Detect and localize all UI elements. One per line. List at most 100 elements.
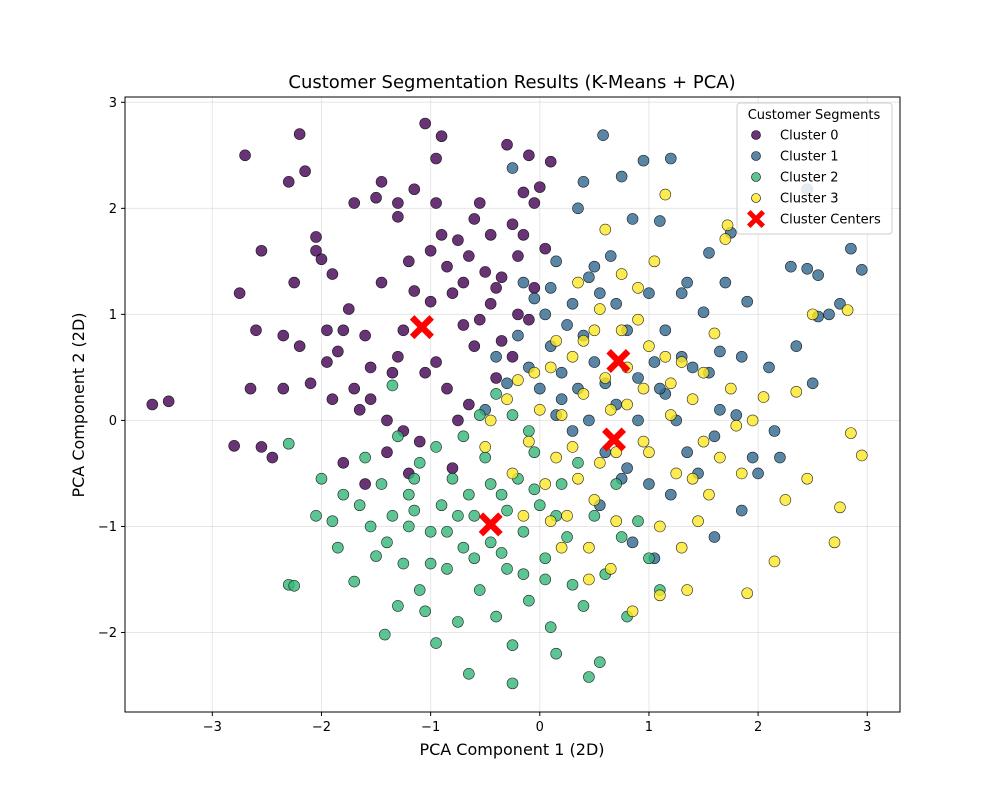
data-point bbox=[533, 382, 546, 395]
data-point bbox=[752, 467, 764, 480]
data-point bbox=[446, 462, 459, 474]
data-point bbox=[463, 398, 475, 411]
data-point bbox=[790, 385, 803, 398]
data-point bbox=[381, 446, 393, 459]
data-point bbox=[812, 269, 824, 281]
data-point bbox=[643, 446, 655, 459]
data-point bbox=[741, 295, 753, 308]
data-point bbox=[452, 414, 464, 427]
x-tick-label: 3 bbox=[863, 720, 871, 735]
data-point bbox=[610, 446, 622, 459]
data-point bbox=[572, 276, 584, 289]
data-point bbox=[337, 457, 350, 469]
data-point bbox=[397, 324, 410, 337]
data-point bbox=[626, 536, 639, 549]
data-point bbox=[457, 319, 470, 331]
data-point bbox=[719, 233, 732, 245]
data-point bbox=[721, 219, 734, 232]
data-point bbox=[708, 430, 721, 443]
data-point bbox=[370, 191, 382, 204]
data-point bbox=[457, 430, 470, 443]
data-point bbox=[681, 446, 693, 459]
data-point bbox=[484, 414, 497, 427]
y-tick-label: 1 bbox=[109, 308, 117, 323]
data-point bbox=[550, 255, 562, 268]
data-point bbox=[315, 472, 328, 485]
data-point bbox=[664, 488, 677, 501]
data-point bbox=[577, 176, 590, 188]
data-point bbox=[539, 242, 552, 255]
data-point bbox=[435, 499, 448, 512]
data-point bbox=[610, 478, 622, 490]
data-point bbox=[473, 313, 486, 326]
data-point bbox=[359, 451, 371, 464]
data-point bbox=[506, 218, 519, 231]
cluster-center-marker bbox=[478, 512, 503, 537]
data-point bbox=[310, 510, 322, 522]
y-tick-label: 0 bbox=[109, 414, 117, 429]
data-point bbox=[594, 457, 606, 469]
data-point bbox=[523, 425, 535, 437]
legend-box bbox=[736, 102, 893, 235]
data-point bbox=[517, 568, 530, 580]
data-point bbox=[572, 202, 584, 215]
data-point bbox=[528, 483, 541, 496]
data-point bbox=[632, 372, 644, 384]
data-point bbox=[337, 324, 350, 337]
data-point bbox=[670, 467, 683, 480]
data-point bbox=[490, 388, 502, 400]
data-point bbox=[146, 398, 159, 411]
legend-label: Cluster 1 bbox=[780, 150, 839, 165]
data-point bbox=[255, 244, 268, 257]
data-point bbox=[659, 324, 672, 337]
data-point bbox=[823, 308, 835, 321]
data-point bbox=[430, 197, 442, 209]
data-point bbox=[364, 361, 377, 374]
data-point bbox=[288, 580, 300, 592]
data-point bbox=[566, 425, 579, 437]
data-point bbox=[725, 382, 737, 395]
data-point bbox=[697, 306, 710, 319]
data-point bbox=[528, 197, 541, 209]
data-point bbox=[566, 441, 579, 453]
data-point bbox=[441, 525, 453, 538]
legend-title: Customer Segments bbox=[748, 108, 881, 123]
data-point bbox=[506, 639, 519, 651]
data-point bbox=[855, 264, 868, 276]
legend-marker bbox=[751, 172, 761, 182]
data-point bbox=[626, 213, 639, 225]
data-point bbox=[392, 430, 404, 443]
legend-marker bbox=[751, 151, 761, 161]
data-point bbox=[468, 552, 481, 565]
data-point bbox=[626, 605, 639, 618]
data-point bbox=[392, 211, 404, 223]
data-point bbox=[643, 287, 655, 299]
x-tick-label: 0 bbox=[536, 720, 544, 735]
data-point bbox=[539, 478, 552, 490]
data-point bbox=[561, 531, 573, 543]
legend-label: Cluster 2 bbox=[780, 171, 839, 186]
series-cluster-2 bbox=[282, 379, 666, 690]
data-point bbox=[659, 350, 672, 363]
data-point bbox=[654, 520, 666, 533]
data-point bbox=[604, 404, 617, 416]
data-point bbox=[473, 584, 486, 596]
y-axis-label: PCA Component 2 (2D) bbox=[69, 312, 88, 497]
legend-label: Cluster 0 bbox=[780, 129, 839, 144]
data-point bbox=[654, 382, 666, 395]
data-point bbox=[392, 350, 404, 363]
data-point bbox=[523, 313, 535, 326]
data-point bbox=[457, 276, 470, 289]
data-point bbox=[490, 372, 502, 384]
data-point bbox=[550, 647, 562, 660]
legend-marker bbox=[751, 193, 761, 203]
data-point bbox=[523, 435, 535, 448]
data-point bbox=[517, 186, 530, 199]
x-tick-label: −1 bbox=[421, 720, 440, 735]
legend: Customer Segments Cluster 0 Cluster 1 Clus… bbox=[736, 102, 893, 235]
data-point bbox=[321, 324, 333, 337]
data-point bbox=[408, 504, 421, 517]
data-point bbox=[326, 515, 339, 527]
data-point bbox=[735, 504, 748, 517]
